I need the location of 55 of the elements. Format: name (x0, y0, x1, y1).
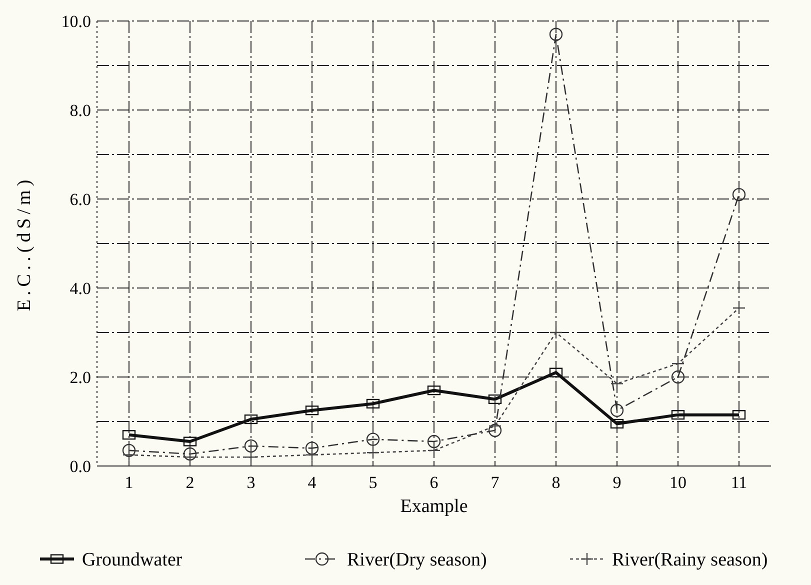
y-axis-title: E.C..(dS/m) (14, 176, 35, 312)
point (427, 444, 441, 458)
y-tick-label: 0.0 (70, 456, 91, 476)
x-tick-label: 3 (246, 473, 256, 492)
point (183, 450, 197, 464)
point (122, 448, 136, 462)
x-tick-label: 5 (368, 473, 378, 492)
legend-label: River(Dry season) (347, 550, 487, 571)
y-tick-label: 2.0 (70, 368, 91, 387)
x-tick-label: 11 (730, 473, 748, 492)
x-tick-label: 8 (552, 473, 560, 492)
point (366, 446, 380, 460)
point (305, 442, 319, 455)
point (183, 447, 197, 461)
point (305, 406, 319, 416)
x-tick-label: 4 (308, 473, 317, 492)
point (488, 424, 502, 437)
point (732, 188, 746, 202)
point (549, 368, 563, 378)
x-tick-label: 7 (490, 473, 500, 492)
point (732, 410, 746, 420)
legend-label: River(Rainy season) (612, 550, 768, 571)
point (488, 419, 502, 433)
point (244, 439, 258, 453)
point (549, 28, 563, 41)
point (244, 450, 258, 464)
point (366, 432, 380, 446)
point (671, 410, 685, 420)
point (183, 436, 197, 446)
x-tick-label: 9 (612, 473, 622, 492)
y-tick-label: 4.0 (70, 278, 91, 298)
point (610, 404, 624, 417)
point (488, 394, 502, 404)
point (732, 301, 746, 315)
point (427, 434, 441, 448)
y-tick-label: 10.0 (61, 12, 91, 31)
point (549, 326, 563, 340)
point (244, 414, 258, 424)
y-tick-label: 6.0 (70, 190, 91, 209)
x-tick-label: 10 (670, 473, 686, 492)
x-tick-label: 6 (430, 473, 438, 492)
y-tick-label: 8.0 (70, 100, 91, 120)
legend-label: Groundwater (82, 550, 183, 571)
x-tick-label: 2 (186, 473, 194, 492)
point (366, 398, 380, 408)
point (122, 444, 136, 458)
x-axis-title: Example (400, 496, 468, 517)
point (671, 357, 685, 370)
point (427, 386, 441, 396)
point (305, 448, 319, 462)
point (671, 370, 685, 384)
point (610, 377, 624, 390)
point (122, 430, 136, 440)
x-tick-label: 1 (124, 473, 134, 492)
point (610, 418, 624, 429)
